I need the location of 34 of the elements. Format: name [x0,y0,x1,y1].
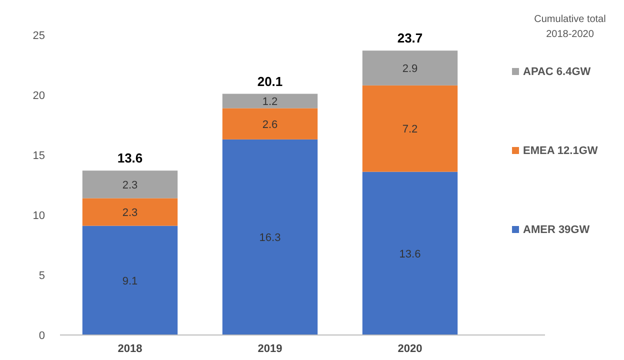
bar [362,172,458,335]
bar [222,108,318,140]
bar [82,170,178,198]
y-tick-label: 25 [32,30,45,42]
legend-label: APAC 6.4GW [523,66,592,78]
bar [82,226,178,335]
data-label: 2.6 [262,118,278,131]
data-label: 9.1 [122,275,138,288]
total-label: 20.1 [257,74,283,89]
data-label: 2.3 [122,179,138,192]
legend-label: EMEA 12.1GW [523,145,598,157]
y-tick-label: 20 [32,90,45,102]
x-tick-label: 2019 [258,343,282,355]
data-label: 7.2 [402,124,418,136]
legend-title: Cumulative total 2018-2020 [534,14,606,40]
data-label: 16.3 [259,232,281,244]
x-tick-label: 2018 [118,343,142,355]
data-label: 13.6 [399,248,421,260]
x-tick-label: 2020 [398,343,422,355]
total-label: 13.6 [117,150,143,166]
bar [362,85,458,172]
bar [222,94,318,108]
y-tick-label: 15 [32,150,45,162]
data-label: 2.9 [402,63,418,75]
data-label: 1.2 [262,96,278,108]
y-tick-label: 10 [32,210,45,222]
y-tick-label: 0 [38,330,45,342]
bar [362,50,458,86]
bar [82,198,178,226]
total-label: 23.7 [397,30,423,46]
y-tick-label: 5 [38,270,45,282]
data-label: 2.3 [122,207,138,219]
legend-label: AMER 39GW [523,224,590,236]
bar [222,139,318,335]
